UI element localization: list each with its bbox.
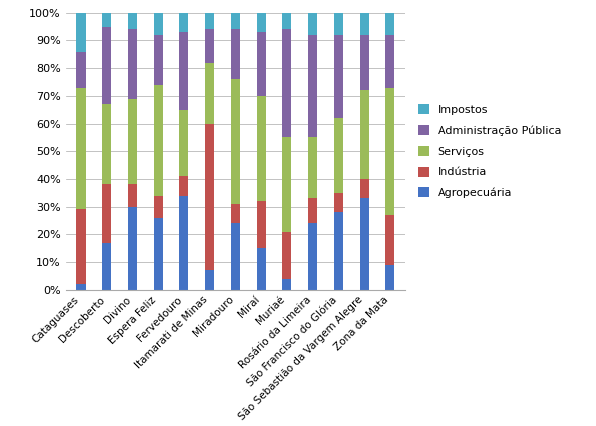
Bar [334,193,343,212]
Bar [386,88,395,215]
Bar [128,98,137,184]
Bar [308,137,317,199]
Bar [386,13,395,35]
Bar [179,32,188,109]
Bar [128,184,137,207]
Bar [128,29,137,99]
Bar [103,13,111,26]
Bar [205,63,214,124]
Bar [359,199,368,290]
Bar [257,13,266,32]
Bar [179,109,188,176]
Bar [308,199,317,223]
Bar [128,207,137,290]
Bar [257,32,266,96]
Bar [283,29,291,137]
Bar [205,124,214,270]
Bar [386,35,395,88]
Bar [179,13,188,32]
Bar [154,13,163,35]
Bar [154,218,163,290]
Bar [205,270,214,290]
Bar [386,215,395,265]
Bar [128,13,137,29]
Bar [308,35,317,137]
Bar [359,90,368,179]
Bar [205,29,214,63]
Bar [76,209,85,284]
Bar [179,176,188,196]
Bar [334,35,343,118]
Bar [76,13,85,52]
Bar [76,88,85,209]
Bar [231,13,240,29]
Bar [205,13,214,29]
Bar [359,35,368,90]
Bar [231,223,240,290]
Bar [154,196,163,218]
Bar [283,137,291,231]
Bar [257,201,266,248]
Bar [231,204,240,223]
Bar [283,279,291,290]
Bar [359,179,368,199]
Bar [283,13,291,29]
Bar [334,118,343,193]
Bar [103,104,111,184]
Bar [308,223,317,290]
Bar [386,265,395,290]
Bar [103,242,111,290]
Bar [359,13,368,35]
Bar [154,35,163,85]
Bar [334,212,343,290]
Bar [308,13,317,35]
Bar [76,52,85,88]
Bar [283,231,291,279]
Bar [179,196,188,290]
Bar [334,13,343,35]
Legend: Impostos, Administração Pública, Serviços, Indústria, Agropecuária: Impostos, Administração Pública, Serviço… [414,101,564,201]
Bar [76,284,85,290]
Bar [257,96,266,201]
Bar [257,248,266,290]
Bar [103,27,111,104]
Bar [231,29,240,79]
Bar [154,85,163,196]
Bar [103,184,111,242]
Bar [231,79,240,204]
